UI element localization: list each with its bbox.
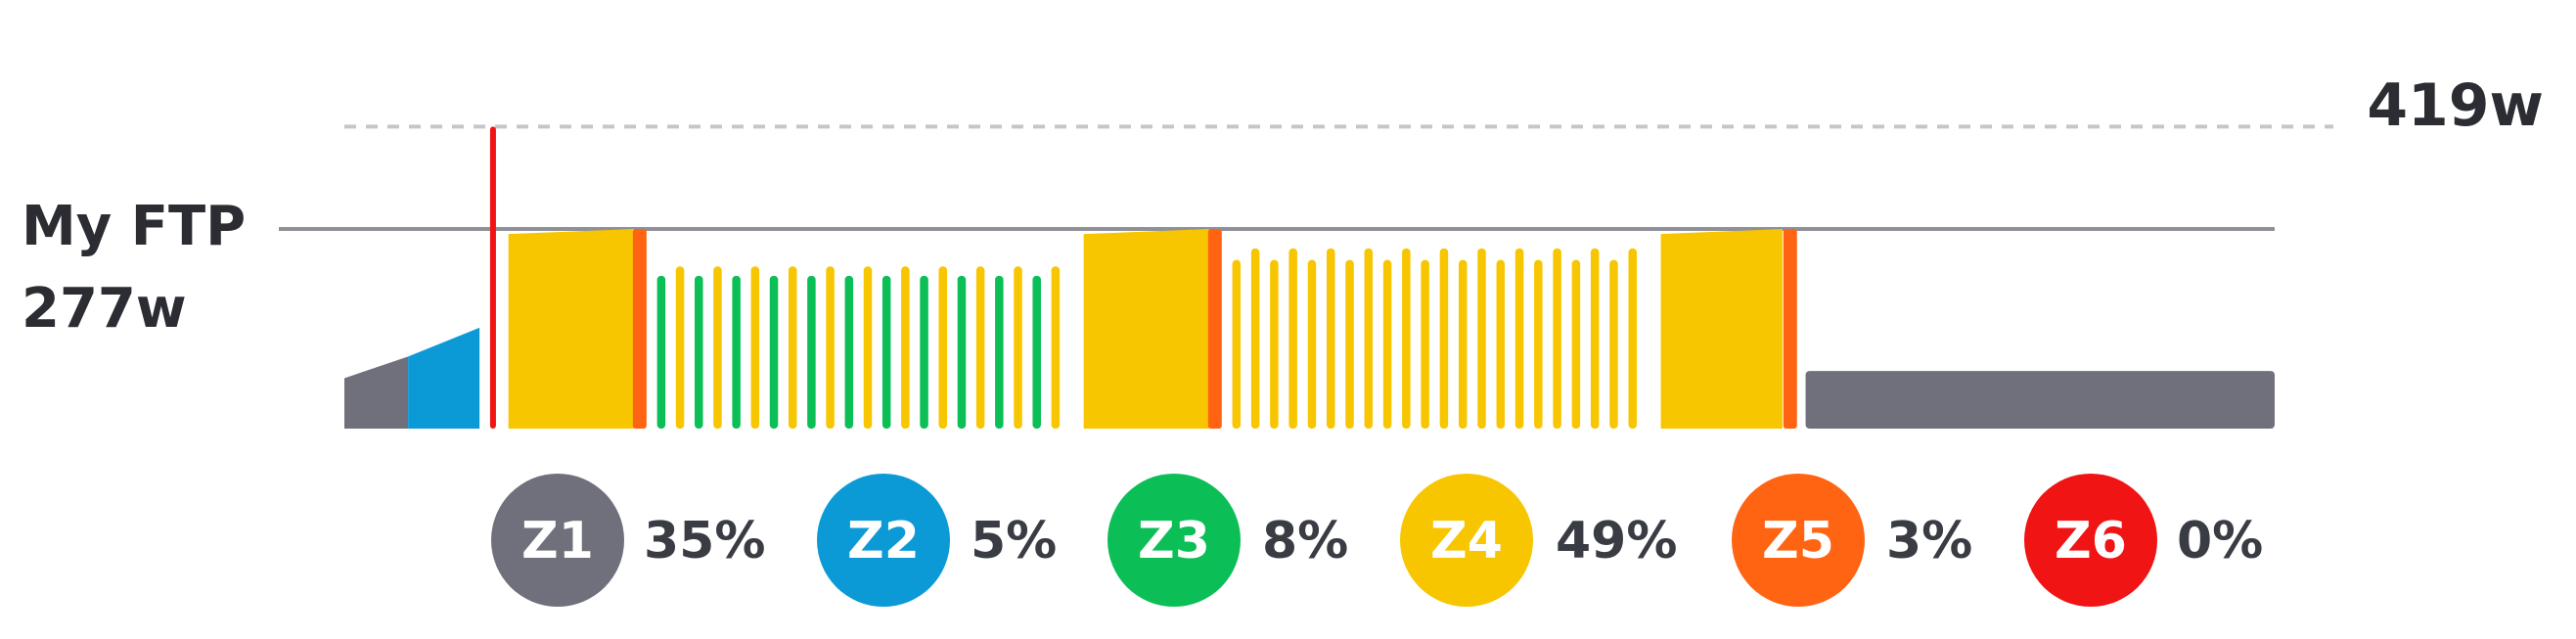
zone-z2: Z2 5%: [817, 474, 1057, 607]
interval-bar-8-0: [1232, 259, 1242, 429]
interval-bar-5-14: [920, 275, 928, 429]
zone-z3: Z3 8%: [1107, 474, 1348, 607]
interval-bar-8-18: [1571, 259, 1581, 429]
workout-segments: [344, 126, 2275, 430]
zone-z4-label: Z4: [1430, 512, 1503, 571]
ramp-block-0: [344, 356, 409, 429]
ramp-block-6: [1083, 229, 1209, 429]
interval-bar-5-17: [975, 266, 985, 429]
spike-7: [1207, 229, 1222, 429]
interval-bar-8-10: [1421, 259, 1429, 429]
interval-bar-5-4: [732, 275, 741, 429]
interval-bar-8-16: [1534, 259, 1543, 429]
zone-z2-badge: [817, 474, 950, 607]
interval-bar-5-6: [769, 275, 779, 429]
interval-bar-5-21: [1051, 266, 1061, 429]
interval-bar-5-10: [844, 275, 854, 429]
zone-z4: Z4 49%: [1400, 474, 1677, 607]
interval-bar-8-19: [1590, 248, 1600, 429]
interval-bar-5-16: [957, 275, 967, 429]
zone-z6-percent: 0%: [2177, 512, 2263, 571]
zone-z6-badge: [2024, 474, 2157, 607]
zone-z4-percent: 49%: [1556, 512, 1677, 571]
interval-bar-8-20: [1609, 259, 1618, 429]
interval-bar-5-9: [826, 266, 835, 429]
ftp-title: My FTP: [22, 195, 246, 258]
zone-z5-percent: 3%: [1886, 512, 1972, 571]
zone-z3-percent: 8%: [1262, 512, 1348, 571]
zone-z6: Z6 0%: [2024, 474, 2263, 607]
zone-legend: Z1 35% Z2 5% Z3 8% Z4 49% Z5 3% Z6 0%: [491, 474, 2263, 607]
spike-10: [1783, 229, 1797, 429]
interval-bar-8-12: [1458, 259, 1468, 429]
interval-bar-5-5: [750, 266, 760, 429]
interval-bar-8-15: [1514, 248, 1524, 429]
interval-bar-8-11: [1439, 248, 1449, 429]
interval-bar-8-3: [1288, 248, 1297, 429]
max-power-value: 419w: [2367, 71, 2544, 140]
interval-bar-5-2: [695, 275, 703, 429]
interval-bar-8-7: [1364, 248, 1374, 429]
zone-z2-label: Z2: [847, 512, 920, 571]
zone-z2-percent: 5%: [971, 512, 1057, 571]
interval-bar-8-4: [1307, 259, 1317, 429]
interval-bar-8-17: [1553, 248, 1561, 429]
interval-bar-8-21: [1628, 248, 1637, 429]
interval-bar-5-1: [675, 266, 685, 429]
interval-bar-8-14: [1496, 259, 1506, 429]
spike-2: [489, 126, 496, 430]
interval-bar-5-3: [713, 266, 722, 429]
ramp-block-9: [1660, 229, 1783, 429]
interval-bar-8-9: [1402, 248, 1411, 429]
zone-z5-label: Z5: [1762, 512, 1834, 571]
interval-bar-8-6: [1345, 259, 1354, 429]
ramp-block-3: [508, 229, 634, 429]
interval-bar-5-19: [1014, 266, 1022, 429]
zone-z6-label: Z6: [2055, 512, 2127, 571]
ramp-block-1: [408, 327, 480, 429]
zone-z1-label: Z1: [521, 512, 594, 571]
interval-bar-5-7: [788, 266, 797, 429]
interval-bar-5-20: [1032, 275, 1041, 429]
interval-bar-8-1: [1250, 248, 1260, 429]
zone-z5-badge: [1732, 474, 1865, 607]
interval-bar-8-5: [1326, 248, 1335, 429]
interval-bar-8-2: [1270, 259, 1279, 429]
interval-bar-5-12: [881, 275, 891, 429]
zone-z5: Z5 3%: [1732, 474, 1972, 607]
interval-bar-8-8: [1382, 259, 1392, 429]
ftp-value: 277w: [22, 277, 187, 341]
interval-bar-5-15: [938, 266, 948, 429]
interval-bar-5-18: [995, 275, 1004, 429]
interval-bar-5-13: [901, 266, 910, 429]
zone-z3-badge: [1107, 474, 1241, 607]
interval-bar-5-0: [656, 275, 666, 429]
spike-4: [632, 229, 647, 429]
zone-z1-percent: 35%: [644, 512, 765, 571]
interval-bar-5-8: [807, 275, 816, 429]
interval-bar-5-11: [863, 266, 873, 429]
zone-z1-badge: [491, 474, 624, 607]
zone-z4-badge: [1400, 474, 1533, 607]
interval-bar-8-13: [1477, 248, 1486, 429]
zone-z3-label: Z3: [1138, 512, 1210, 571]
flat-block-11: [1805, 371, 2275, 429]
zone-z1: Z1 35%: [491, 474, 765, 607]
